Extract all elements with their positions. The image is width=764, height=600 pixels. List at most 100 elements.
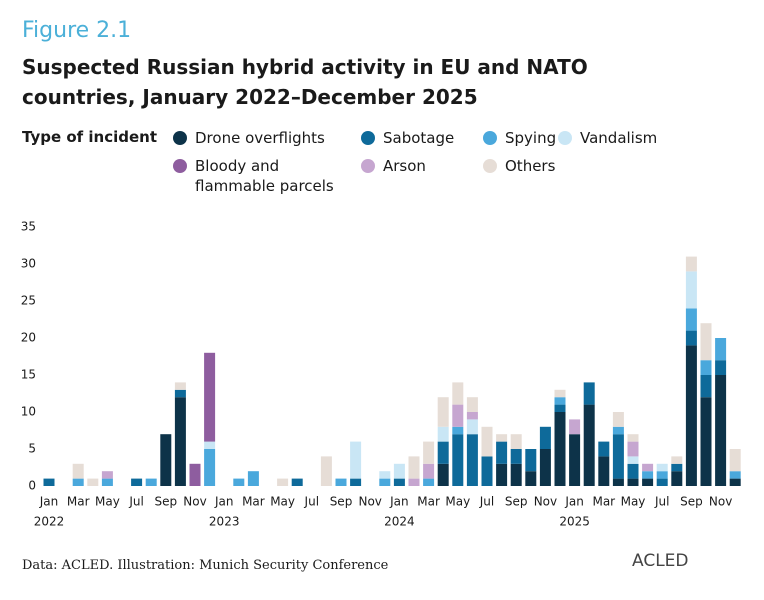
- bar-segment: [685, 271, 697, 309]
- year-label: 2022: [34, 515, 65, 529]
- legend-label: Drone overflights: [195, 129, 325, 147]
- bar-segment: [291, 478, 303, 486]
- legend-swatch: [558, 131, 572, 145]
- x-tick-label: Sep: [680, 495, 703, 509]
- bar-segment: [598, 441, 610, 457]
- legend-item: Vandalism: [558, 128, 658, 148]
- bar-segment: [715, 375, 727, 486]
- x-tick-label: Sep: [505, 495, 528, 509]
- bar-segment: [379, 471, 391, 479]
- year-label: 2023: [209, 515, 240, 529]
- bar-segment: [452, 382, 464, 405]
- source: Data: ACLED. Illustration: Munich Securi…: [22, 558, 389, 573]
- bar-segment: [612, 412, 624, 427]
- x-tick-label: Mar: [242, 495, 265, 509]
- bar-segment: [145, 478, 157, 486]
- legend-swatch: [361, 159, 375, 173]
- bar-segment: [539, 426, 551, 449]
- bar-segment: [160, 434, 172, 486]
- legend-item: Arson: [361, 156, 426, 176]
- legend-label: Arson: [383, 157, 426, 175]
- bar-segment: [627, 434, 639, 442]
- bar-segment: [481, 426, 493, 457]
- bar-segment: [174, 397, 186, 486]
- legend-label: Bloody and flammable parcels: [195, 157, 334, 195]
- bar-segment: [437, 441, 449, 464]
- bar-segment: [554, 397, 566, 405]
- bar-segment: [481, 456, 493, 486]
- bar-segment: [685, 308, 697, 331]
- bar-segment: [423, 441, 435, 464]
- bar-segment: [700, 397, 712, 486]
- x-tick-label: Jul: [654, 495, 669, 509]
- y-tick-label: 0: [28, 479, 36, 493]
- bar-segment: [700, 375, 712, 398]
- bar-segment: [87, 478, 99, 486]
- x-tick-label: Mar: [67, 495, 90, 509]
- bar-segment: [437, 397, 449, 427]
- bar-segment: [496, 463, 508, 486]
- figure-label: Figure 2.1: [22, 18, 132, 43]
- bar-segment: [612, 478, 624, 486]
- y-tick-label: 10: [21, 405, 36, 419]
- bar-segment: [189, 463, 201, 486]
- bar-segment: [452, 426, 464, 435]
- bar-segment: [627, 463, 639, 479]
- bar-segment: [496, 434, 508, 442]
- bar-segment: [729, 478, 741, 486]
- bar-segment: [583, 382, 595, 405]
- bar-segment: [204, 441, 216, 449]
- bar-segment: [627, 441, 639, 457]
- bar-segment: [510, 434, 522, 449]
- bar-segment: [466, 397, 478, 412]
- bar-segment: [452, 434, 464, 486]
- legend-swatch: [173, 159, 187, 173]
- bar-segment: [729, 471, 741, 479]
- x-tick-label: Nov: [709, 495, 732, 509]
- legend-label: Sabotage: [383, 129, 455, 147]
- legend-label: Vandalism: [580, 129, 658, 147]
- legend-swatch: [173, 131, 187, 145]
- legend-swatch: [361, 131, 375, 145]
- y-tick-label: 30: [21, 257, 36, 271]
- bar-segment: [174, 382, 186, 390]
- bar-segment: [43, 478, 55, 486]
- bar-segment: [598, 456, 610, 486]
- bar-segment: [350, 478, 362, 486]
- bar-segment: [569, 419, 581, 435]
- bar-segment: [408, 478, 420, 486]
- bar-segment: [393, 478, 405, 486]
- bar-segment: [642, 471, 654, 479]
- legend-swatch: [483, 131, 497, 145]
- bar-segment: [335, 478, 347, 486]
- bar-segment: [393, 463, 405, 479]
- bar-segment: [627, 456, 639, 464]
- bar-segment: [408, 456, 420, 479]
- bar-segment: [525, 471, 537, 486]
- bar-segment: [174, 389, 186, 398]
- bar-segment: [554, 412, 566, 486]
- x-tick-label: Jul: [304, 495, 319, 509]
- x-tick-label: Sep: [330, 495, 353, 509]
- bar-segment: [642, 478, 654, 486]
- year-label: 2024: [384, 515, 415, 529]
- bar-segment: [510, 463, 522, 486]
- x-tick-label: Jul: [479, 495, 494, 509]
- bar-segment: [685, 256, 697, 272]
- x-tick-label: May: [95, 495, 120, 509]
- bar-segment: [554, 389, 566, 398]
- bar-segment: [612, 434, 624, 479]
- bar-segment: [101, 478, 113, 486]
- x-tick-label: Mar: [592, 495, 615, 509]
- bar-segment: [320, 456, 332, 486]
- legend-label: Others: [505, 157, 556, 175]
- legend-item: Sabotage: [361, 128, 455, 148]
- bar-segment: [466, 434, 478, 486]
- x-tick-label: May: [621, 495, 646, 509]
- logo-text: ACLED: [632, 551, 689, 571]
- bar-segment: [233, 478, 245, 486]
- legend-item: Others: [483, 156, 556, 176]
- bar-segment: [627, 478, 639, 486]
- bar-segment: [685, 345, 697, 486]
